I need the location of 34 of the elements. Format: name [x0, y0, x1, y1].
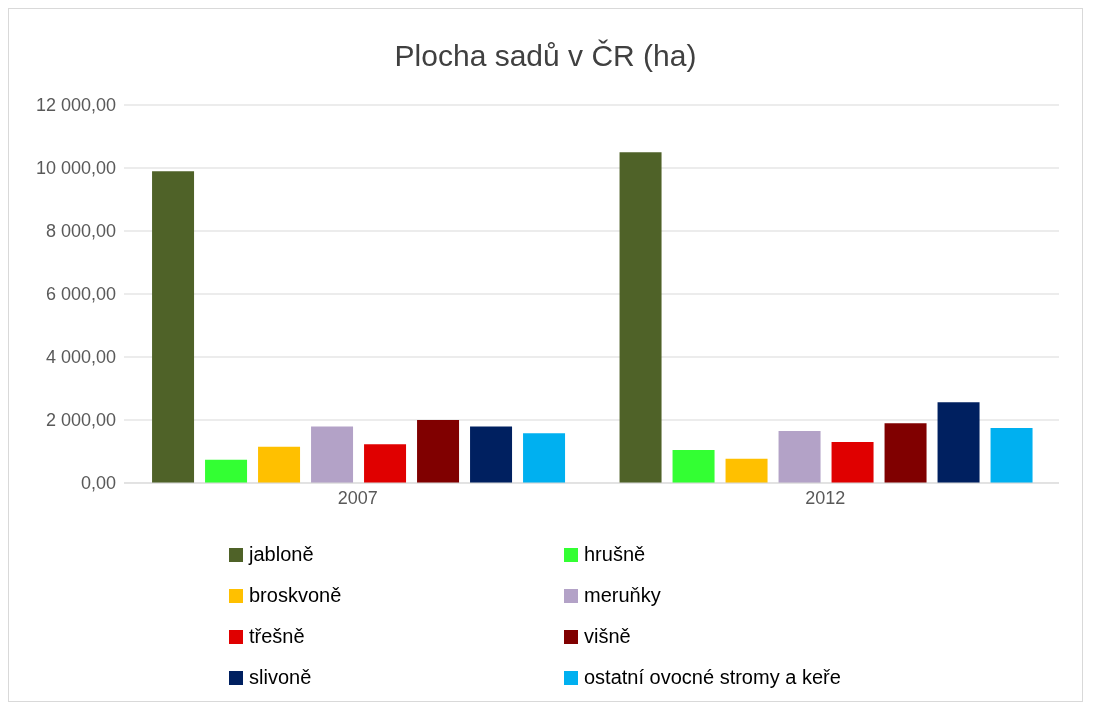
legend-label: jabloně: [249, 543, 314, 566]
y-tick-label: 4 000,00: [45, 347, 116, 368]
legend-label: višně: [584, 625, 631, 648]
bar: [258, 446, 301, 483]
bar: [523, 433, 566, 483]
y-tick-label: 8 000,00: [45, 221, 116, 242]
bar: [364, 444, 407, 483]
bar: [778, 431, 821, 483]
legend-label: meruňky: [584, 584, 661, 607]
bar: [884, 423, 927, 483]
bar: [990, 427, 1033, 483]
x-tick-label: 2012: [805, 487, 846, 508]
bar: [937, 402, 980, 483]
bar: [311, 426, 354, 483]
legend-label: třešně: [249, 625, 305, 648]
bar: [205, 459, 248, 483]
legend-label: ostatní ovocné stromy a keře: [584, 666, 841, 689]
y-tick-label: 10 000,00: [35, 158, 116, 179]
bar: [417, 420, 460, 483]
bar: [470, 426, 513, 483]
legend-label: slivoně: [249, 666, 312, 689]
chart-title: Plocha sadů v ČR (ha): [393, 39, 698, 74]
legend-label: broskvoně: [249, 584, 342, 607]
y-tick-label: 6 000,00: [45, 284, 116, 305]
x-tick-label: 2007: [337, 487, 378, 508]
legend-label: hrušně: [584, 543, 646, 566]
y-tick-label: 12 000,00: [35, 95, 116, 116]
y-tick-label: 0,00: [80, 473, 116, 494]
bar: [152, 171, 195, 483]
bar: [831, 442, 874, 483]
y-tick-label: 2 000,00: [45, 410, 116, 431]
bar: [672, 449, 715, 483]
bar: [725, 458, 768, 483]
bar: [619, 152, 662, 483]
